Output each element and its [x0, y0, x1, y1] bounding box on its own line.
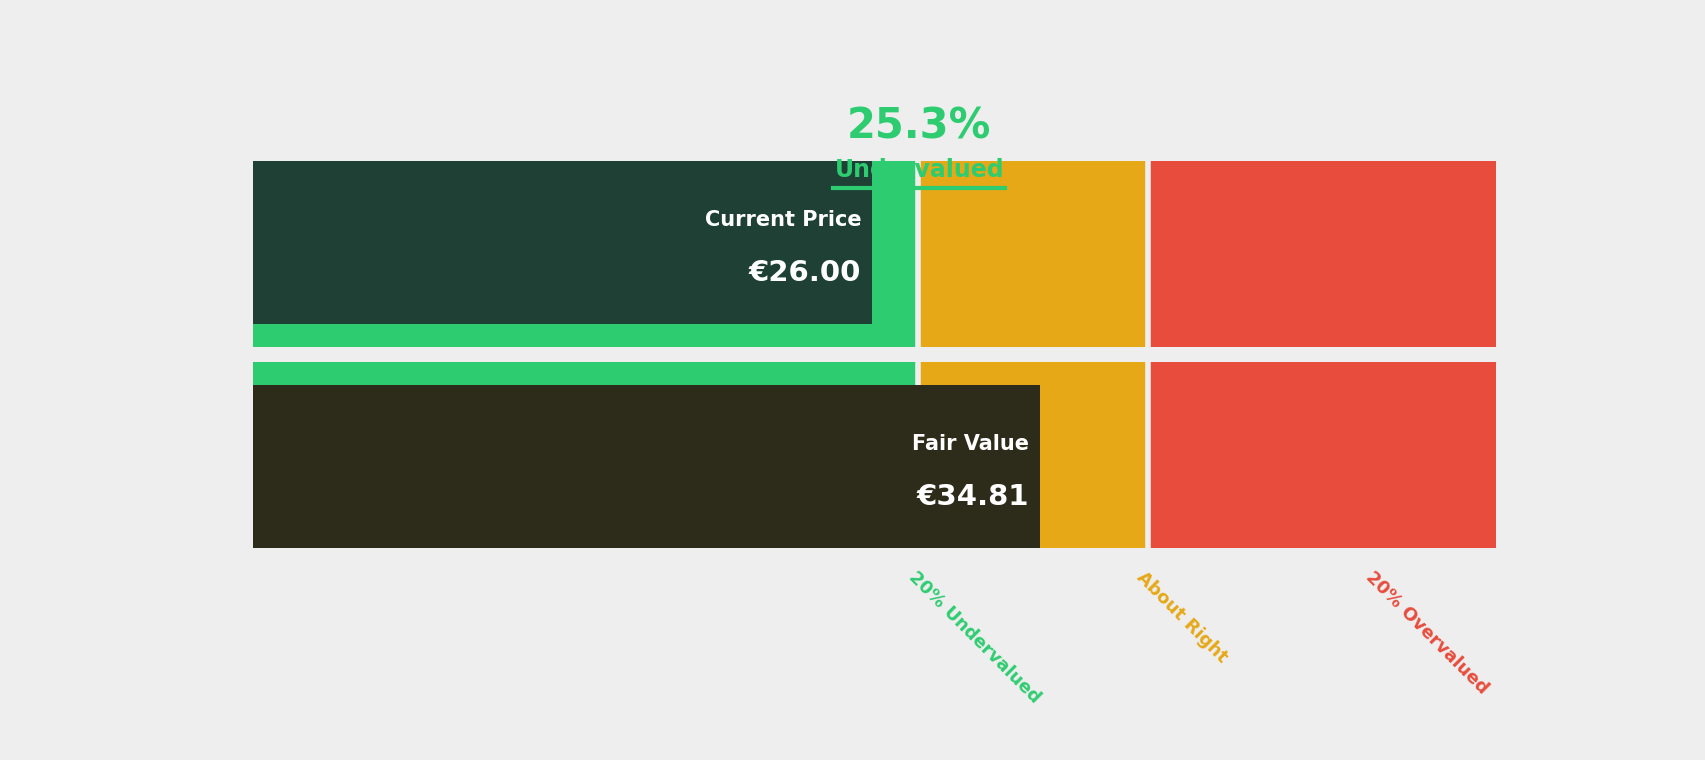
Text: 25.3%: 25.3%	[847, 106, 991, 148]
Bar	[252, 161, 917, 548]
Text: About Right: About Right	[1132, 568, 1229, 667]
Text: Undervalued: Undervalued	[834, 159, 1004, 182]
Text: Fair Value: Fair Value	[912, 434, 1028, 454]
Text: €26.00: €26.00	[748, 259, 861, 287]
Bar	[1147, 161, 1495, 548]
Text: Current Price: Current Price	[704, 211, 861, 230]
Text: 20% Overvalued: 20% Overvalued	[1362, 568, 1492, 698]
Text: 20% Undervalued: 20% Undervalued	[905, 568, 1043, 707]
Bar	[917, 161, 1147, 548]
Bar	[252, 347, 1495, 362]
Bar	[252, 161, 871, 324]
Bar	[252, 385, 1038, 548]
Text: €34.81: €34.81	[916, 483, 1028, 511]
